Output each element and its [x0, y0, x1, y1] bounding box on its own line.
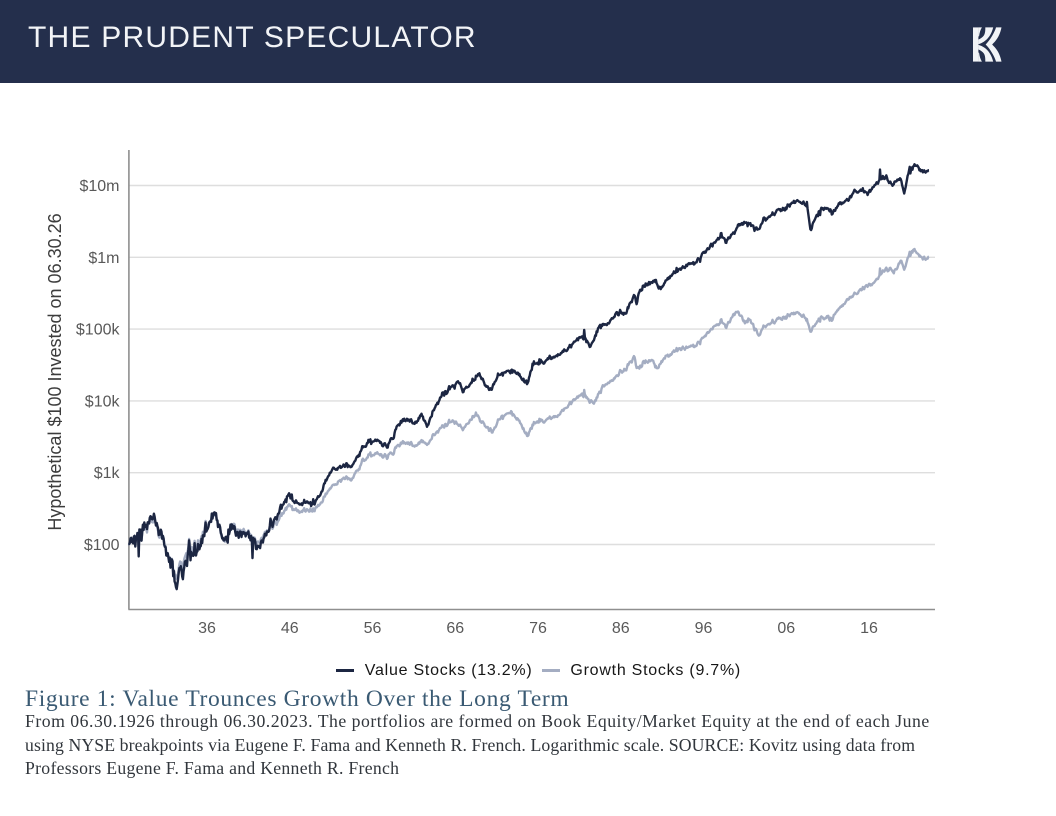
svg-text:$100: $100 — [84, 537, 120, 554]
svg-text:$1m: $1m — [88, 250, 119, 267]
svg-text:76: 76 — [529, 620, 547, 637]
svg-text:96: 96 — [695, 620, 713, 637]
svg-text:$10k: $10k — [85, 393, 121, 410]
svg-text:16: 16 — [860, 620, 878, 637]
svg-text:Hypothetical $100 Invested on: Hypothetical $100 Invested on 06.30.26 — [45, 213, 65, 530]
svg-text:$1k: $1k — [94, 465, 121, 482]
svg-text:86: 86 — [612, 620, 630, 637]
svg-text:46: 46 — [281, 620, 299, 637]
svg-text:06: 06 — [777, 620, 795, 637]
svg-text:36: 36 — [198, 620, 216, 637]
svg-text:56: 56 — [364, 620, 382, 637]
svg-text:$10m: $10m — [79, 178, 119, 195]
svg-text:66: 66 — [446, 620, 464, 637]
svg-text:$100k: $100k — [76, 322, 121, 339]
